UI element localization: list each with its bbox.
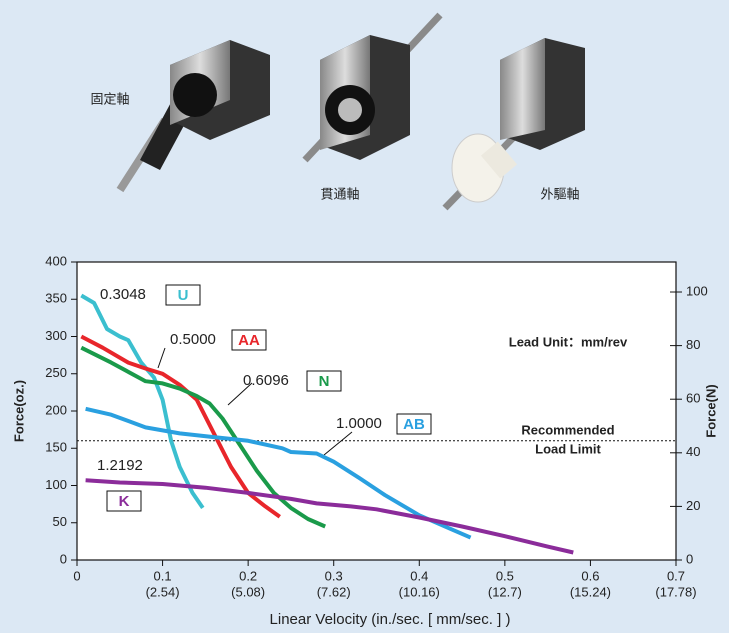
legend-entry: AA bbox=[238, 332, 260, 349]
y2-tick-label: 80 bbox=[686, 337, 700, 352]
y2-tick-label: 100 bbox=[686, 283, 708, 298]
legend-entry: U bbox=[178, 287, 189, 304]
series-lead: 1.2192 bbox=[97, 457, 143, 474]
legend-box bbox=[165, 284, 201, 306]
motor-through-shaft bbox=[302, 12, 443, 163]
x-tick-mm-label: (10.16) bbox=[399, 584, 440, 599]
legend-box bbox=[231, 329, 267, 351]
x-tick-mm-label: (2.54) bbox=[146, 584, 180, 599]
x-tick-label: 0.1 bbox=[154, 568, 172, 583]
series-line bbox=[85, 406, 472, 540]
x-tick-mm-label: (15.24) bbox=[570, 584, 611, 599]
arrow bbox=[323, 431, 353, 456]
series-line bbox=[85, 478, 574, 555]
x-tick-label: 0.3 bbox=[325, 568, 343, 583]
legend-entry: AB bbox=[403, 416, 425, 433]
product-label: 外驅軸 bbox=[540, 186, 579, 201]
x-tick-label: 0.5 bbox=[496, 568, 514, 583]
y-tick-label: 200 bbox=[45, 402, 67, 417]
y-tick-label: 400 bbox=[45, 253, 67, 268]
motor-fixed-shaft bbox=[116, 40, 270, 193]
series-line bbox=[80, 345, 326, 529]
x-tick-mm-label: (7.62) bbox=[317, 584, 351, 599]
product-label: 貫通軸 bbox=[320, 186, 359, 201]
series-lead: 0.3048 bbox=[100, 286, 146, 303]
legend-entry: K bbox=[119, 493, 130, 510]
series-lead: 0.5000 bbox=[170, 331, 216, 348]
y2-tick-label: 20 bbox=[686, 498, 700, 513]
lead-unit: Lead Unit：mm/rev bbox=[509, 334, 628, 349]
y-tick-label: 50 bbox=[53, 514, 67, 529]
y-tick-label: 0 bbox=[60, 551, 67, 566]
y2-tick-label: 60 bbox=[686, 391, 700, 406]
legend-entry: N bbox=[319, 373, 330, 390]
legend-box bbox=[396, 413, 432, 435]
series-lead: 0.6096 bbox=[243, 372, 289, 389]
y2-axis-label: Force(N) bbox=[703, 384, 718, 437]
limit-label: Recommended bbox=[521, 422, 614, 437]
x-axis-label: Linear Velocity (in./sec. [ mm/sec. ] ) bbox=[270, 611, 511, 628]
y2-tick-label: 40 bbox=[686, 444, 700, 459]
x-tick-label: 0.4 bbox=[410, 568, 428, 583]
limit-label: Load Limit bbox=[535, 441, 601, 456]
motor-external-nut bbox=[442, 38, 585, 211]
series-lead: 1.0000 bbox=[336, 415, 382, 432]
y-tick-label: 300 bbox=[45, 328, 67, 343]
x-tick-mm-label: (5.08) bbox=[231, 584, 265, 599]
y-axis-label: Force(oz.) bbox=[11, 380, 26, 442]
legend-box bbox=[306, 370, 342, 392]
arrow bbox=[227, 382, 253, 406]
x-tick-label: 0.6 bbox=[581, 568, 599, 583]
product-label: 固定軸 bbox=[90, 91, 129, 106]
y-tick-label: 250 bbox=[45, 365, 67, 380]
y-tick-label: 100 bbox=[45, 477, 67, 492]
x-tick-mm-label: (12.7) bbox=[488, 584, 522, 599]
x-tick-label: 0.2 bbox=[239, 568, 257, 583]
y-tick-label: 350 bbox=[45, 291, 67, 306]
legend-box bbox=[106, 490, 142, 512]
x-tick-label: 0 bbox=[73, 568, 80, 583]
x-tick-mm-label: (17.78) bbox=[655, 584, 696, 599]
x-tick-label: 0.7 bbox=[667, 568, 685, 583]
arrow bbox=[157, 347, 166, 369]
y2-tick-label: 0 bbox=[686, 551, 693, 566]
chart: Force(oz.) Force(N) Linear Velocity (in.… bbox=[11, 253, 718, 628]
y-tick-label: 150 bbox=[45, 440, 67, 455]
